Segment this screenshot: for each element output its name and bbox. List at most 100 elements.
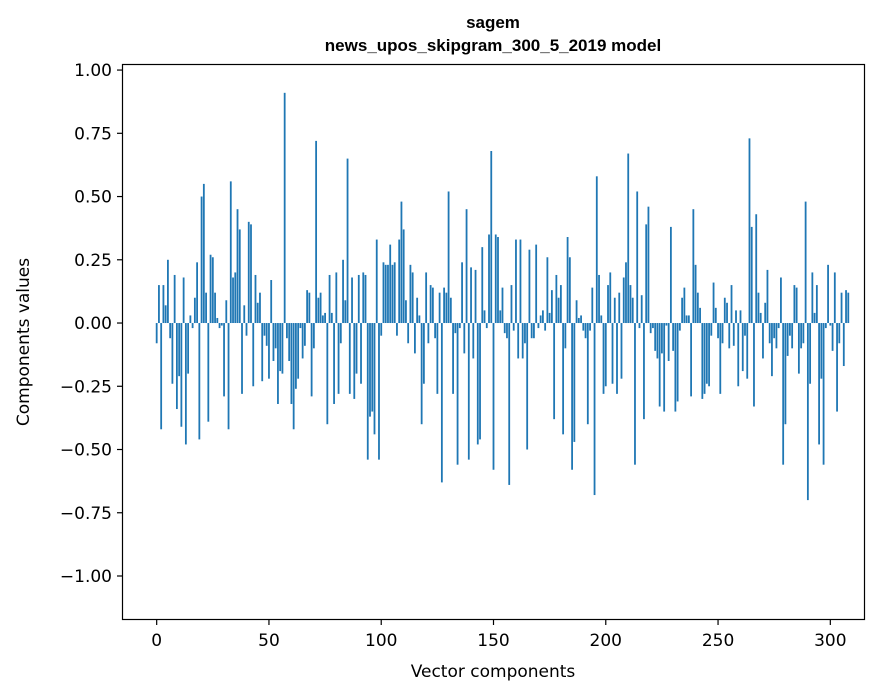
bar-152 [497,237,499,324]
bar-14 [187,323,190,374]
bar-89 [355,323,358,374]
bar-172 [542,310,544,324]
bar-71 [315,140,318,324]
bar-243 [701,323,704,399]
y-tick-label: 1.00 [74,61,112,81]
bar-39 [243,305,246,324]
bar-56 [281,323,284,374]
bar-231 [674,323,677,412]
bar-248 [712,282,715,324]
bar-50 [268,323,270,379]
bar-122 [429,285,432,324]
bar-92 [362,272,365,324]
bar-250 [717,323,719,339]
bar-198 [600,315,603,324]
bar-22 [205,292,207,324]
bar-63 [297,323,300,379]
bar-298 [824,323,827,329]
bar-177 [553,323,556,420]
bar-195 [593,323,596,496]
bar-119 [422,323,425,384]
bar-33 [229,181,232,324]
bar-144 [479,323,481,440]
bar-185 [571,323,573,470]
y-tick-label: −1.00 [60,567,112,587]
bar-166 [528,249,531,324]
bar-107 [396,323,398,336]
bar-66 [303,323,306,346]
bar-203 [611,323,614,384]
x-axis-ticks: 0 50 100 150 200 250 300 [151,619,847,651]
bar-286 [797,323,800,374]
bar-101 [382,262,385,324]
bar-10 [178,323,181,377]
bar-125 [436,323,439,394]
bar-174 [546,257,549,324]
bar-6 [169,323,172,339]
bar-57 [283,92,286,324]
x-tick-label: 150 [477,631,509,651]
bar-136 [461,262,463,324]
bar-194 [591,287,594,324]
bar-0 [155,323,158,344]
bar-213 [634,323,636,465]
bar-86 [348,323,351,394]
y-tick-label: −0.50 [60,441,112,461]
chart-subtitle: news_upos_skipgram_300_5_2019 model [325,36,661,55]
bar-158 [510,285,513,324]
bar-112 [407,323,410,344]
bar-229 [669,226,672,324]
bar-142 [474,269,477,324]
bar-94 [366,323,369,460]
bar-176 [550,290,553,324]
bar-96 [371,323,374,412]
bar-295 [818,323,820,445]
x-tick-label: 50 [258,631,280,651]
bar-43 [252,323,255,387]
bar-97 [373,323,376,435]
bar-284 [793,285,796,324]
bar-300 [829,323,832,326]
bar-282 [789,323,791,336]
bar-124 [434,323,437,339]
y-tick-label: 0.50 [74,188,112,208]
bar-81 [337,323,340,394]
bar-54 [277,323,279,404]
bar-245 [705,323,708,384]
bar-35 [234,272,237,324]
bar-100 [380,323,383,336]
bar-3 [162,285,165,324]
x-tick-label: 100 [365,631,397,651]
bar-78 [330,312,333,324]
x-tick-label: 0 [151,631,162,651]
bar-85 [346,158,349,324]
bar-214 [636,191,639,324]
bar-48 [263,323,266,336]
bar-246 [708,323,710,387]
bar-58 [286,323,288,339]
bar-157 [508,323,511,485]
bar-59 [288,323,291,361]
bar-31 [225,300,228,324]
bar-49 [265,323,268,346]
bar-99 [378,323,380,460]
bar-104 [389,244,392,324]
bar-205 [616,323,618,394]
bar-212 [631,297,634,324]
bar-273 [768,323,771,344]
bar-55 [279,323,282,372]
bar-74 [321,315,324,324]
bar-162 [519,239,522,324]
bar-221 [652,323,654,329]
bar-159 [512,323,515,331]
bar-series [155,92,850,501]
bar-44 [254,274,257,324]
bar-11 [180,323,183,427]
bar-164 [524,323,526,344]
bar-252 [721,323,724,344]
bar-131 [449,297,452,324]
bar-102 [384,264,387,324]
bar-156 [506,323,508,339]
bar-154 [501,287,504,324]
